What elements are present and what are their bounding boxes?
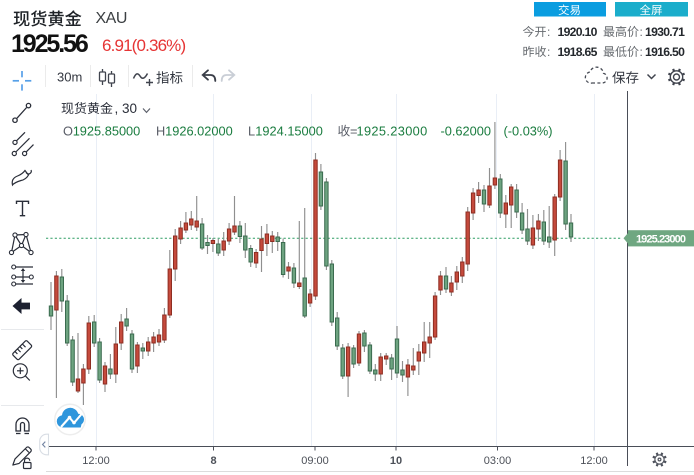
svg-text:12:00: 12:00 <box>580 455 608 467</box>
svg-text:03:00: 03:00 <box>484 455 512 467</box>
svg-text:10: 10 <box>390 455 402 467</box>
svg-text:XAU: XAU <box>96 10 127 27</box>
svg-text:1926.02000: 1926.02000 <box>165 124 233 139</box>
svg-text:O: O <box>63 124 73 139</box>
svg-text:30m: 30m <box>57 70 82 85</box>
svg-text:1925.85000: 1925.85000 <box>73 124 141 139</box>
svg-text:8: 8 <box>210 455 216 467</box>
svg-text:6.91(0.36%): 6.91(0.36%) <box>102 36 185 55</box>
svg-text:09:00: 09:00 <box>301 455 329 467</box>
svg-text:1930.71: 1930.71 <box>645 25 685 39</box>
svg-text:1916.50: 1916.50 <box>645 45 685 59</box>
svg-text:L: L <box>248 124 255 139</box>
svg-text::: : <box>547 45 550 59</box>
svg-text:1925.23000: 1925.23000 <box>636 233 686 245</box>
svg-text:12:00: 12:00 <box>82 455 110 467</box>
svg-text::: : <box>547 25 550 39</box>
svg-text:1924.15000: 1924.15000 <box>255 124 323 139</box>
svg-text::: : <box>640 25 643 39</box>
svg-text:1925.23000: 1925.23000 <box>357 124 428 139</box>
svg-text:1918.65: 1918.65 <box>558 45 598 59</box>
svg-text:(-0.03%): (-0.03%) <box>504 124 553 139</box>
svg-text:-0.62000: -0.62000 <box>441 124 492 139</box>
svg-text:=: = <box>350 124 357 139</box>
svg-text:1920.10: 1920.10 <box>558 25 598 39</box>
svg-text::: : <box>640 45 643 59</box>
svg-text:H: H <box>156 124 165 139</box>
svg-text:1925.56: 1925.56 <box>11 30 88 58</box>
svg-text:, 30: , 30 <box>115 101 138 116</box>
